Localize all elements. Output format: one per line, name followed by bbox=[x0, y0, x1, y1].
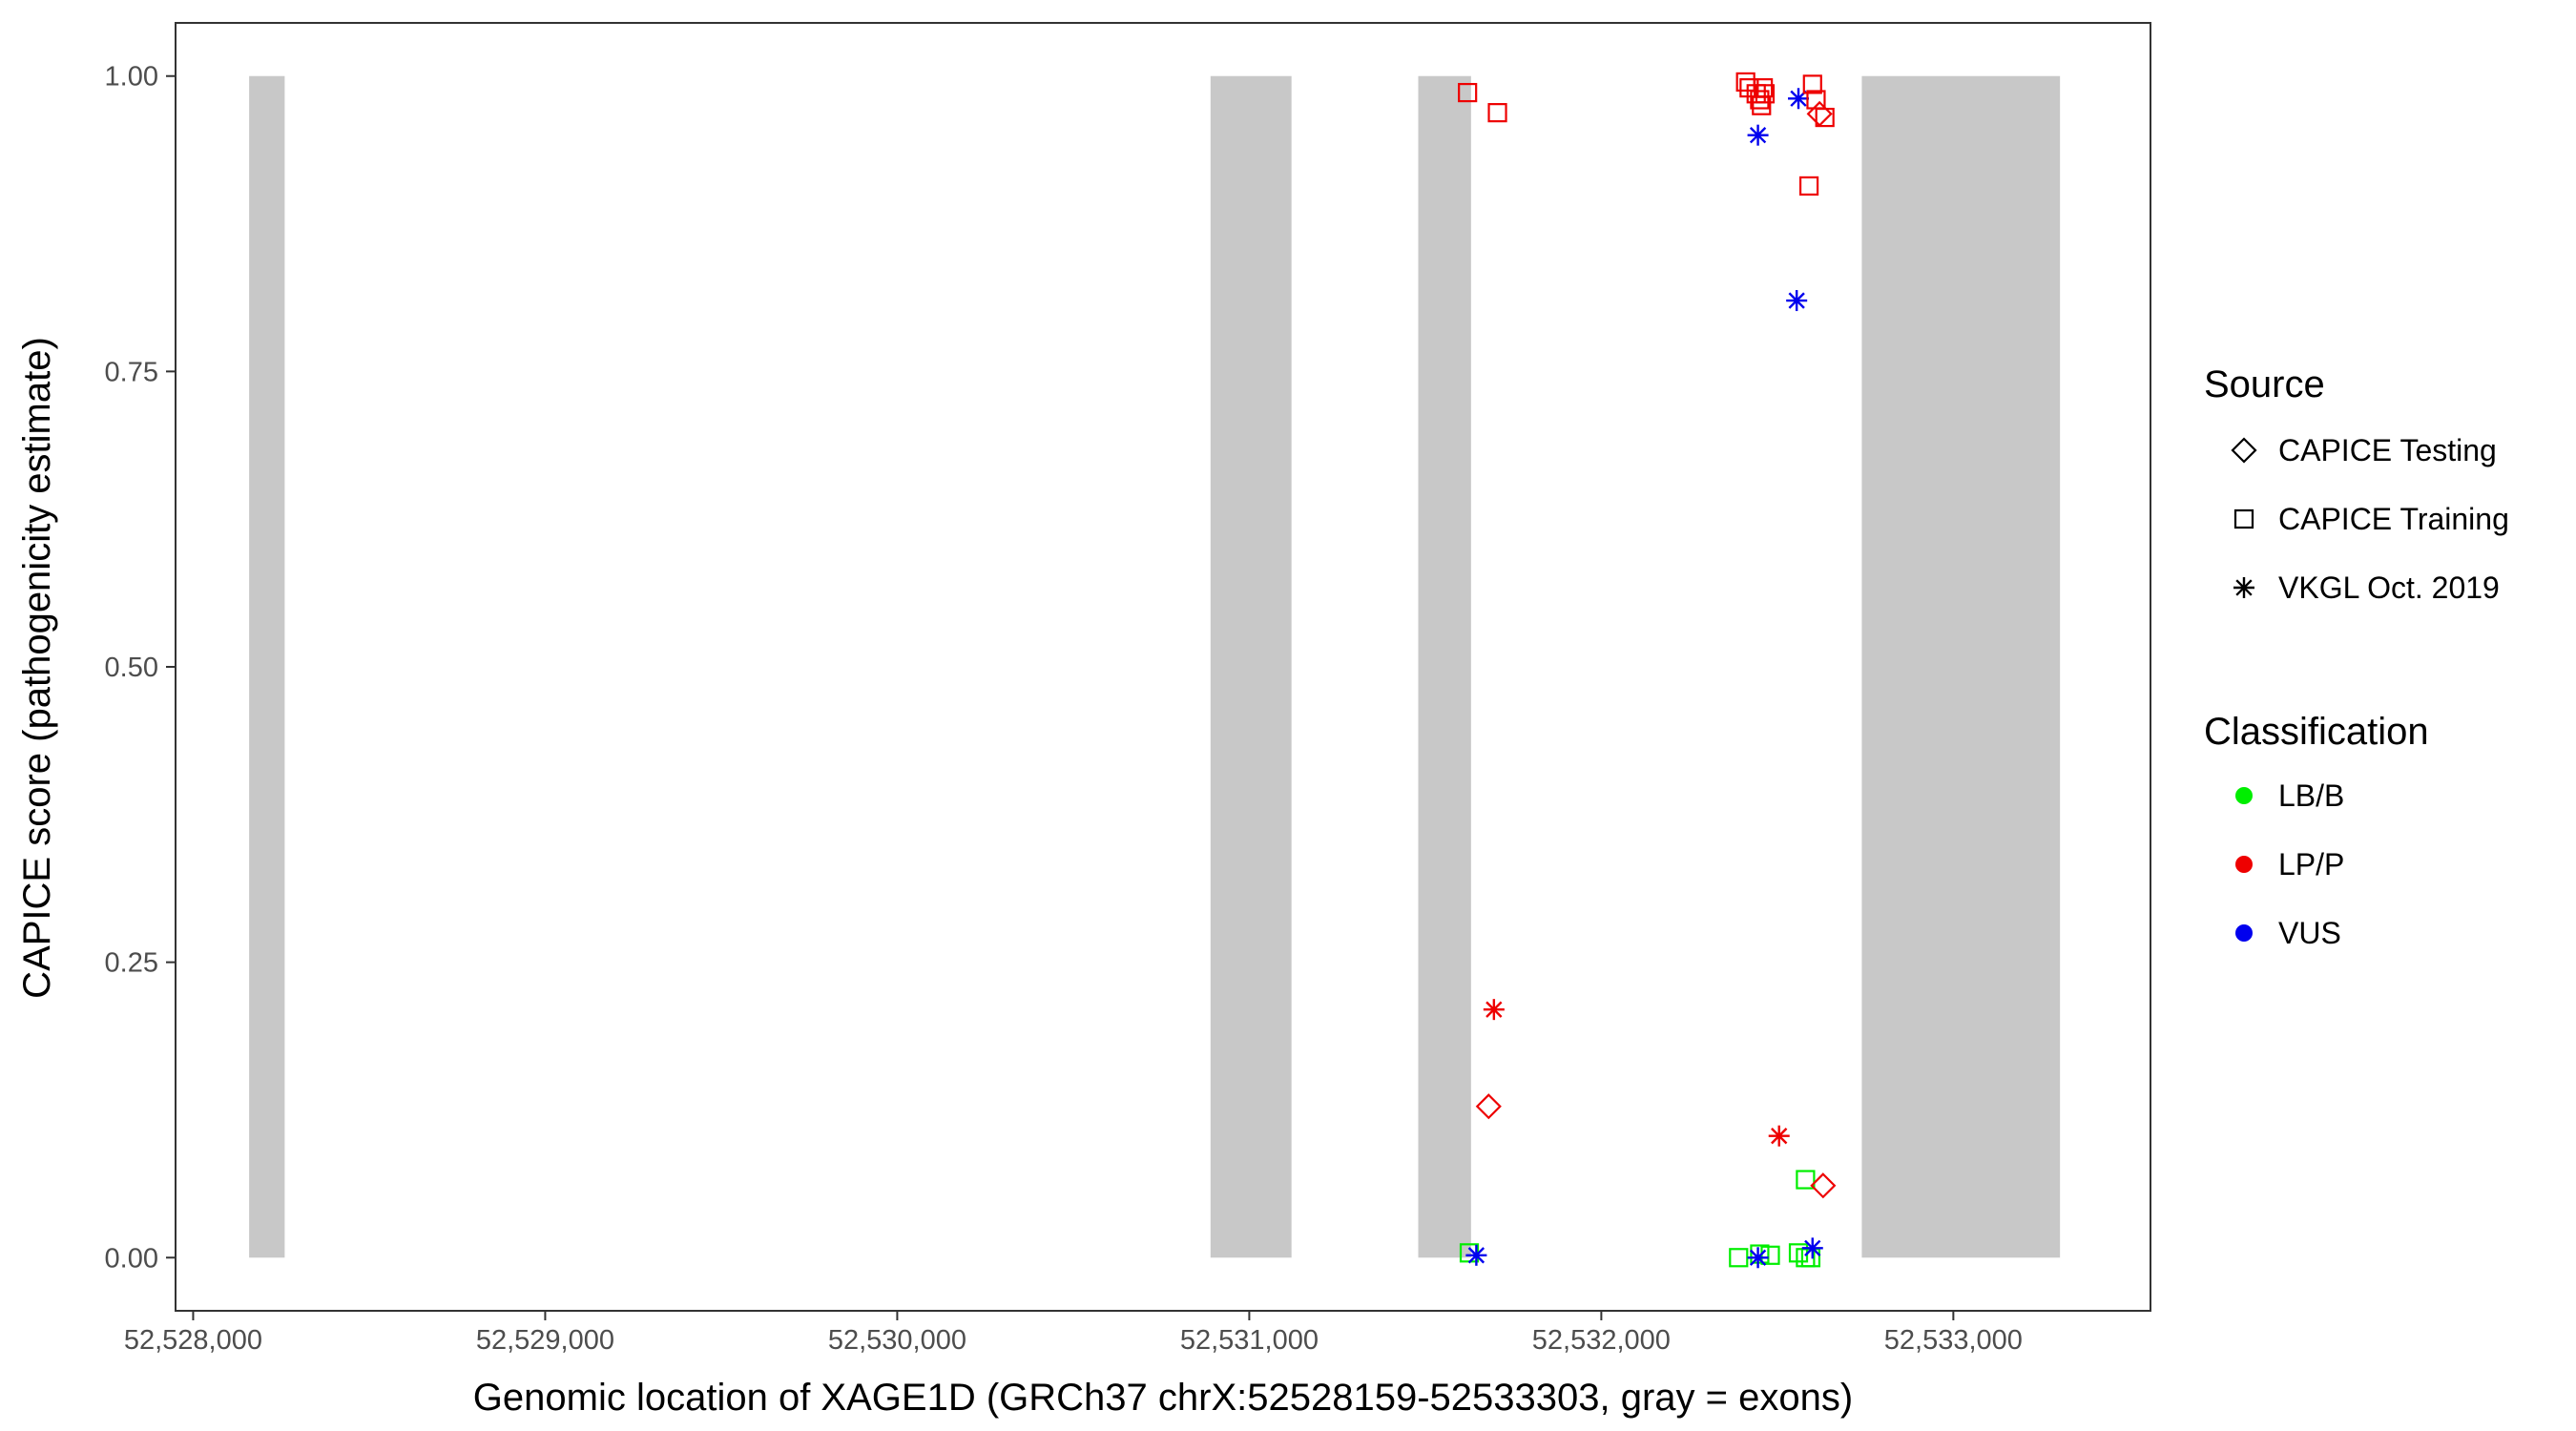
y-tick-label: 1.00 bbox=[105, 62, 158, 93]
legend-title-source: Source bbox=[2204, 363, 2325, 405]
exon-band bbox=[1861, 75, 2061, 1258]
legend-label: VKGL Oct. 2019 bbox=[2278, 570, 2500, 605]
y-tick-label: 0.25 bbox=[105, 948, 158, 979]
legend-key-square bbox=[2233, 508, 2254, 529]
legend-key-diamond bbox=[2231, 437, 2257, 464]
data-point bbox=[1788, 1243, 1809, 1263]
x-tick-label: 52,530,000 bbox=[828, 1325, 966, 1356]
legend: Source CAPICE Testing CAPICE Training VKGL… bbox=[2204, 363, 2509, 950]
data-point-stroke bbox=[1749, 1249, 1767, 1266]
y-tick-label: 0.00 bbox=[105, 1243, 158, 1274]
exon-band bbox=[249, 75, 285, 1258]
data-point bbox=[1810, 1172, 1837, 1199]
data-point-stroke bbox=[1485, 1001, 1503, 1018]
data-point-stroke bbox=[1771, 1128, 1788, 1145]
legend-key-color bbox=[2235, 856, 2253, 873]
data-point bbox=[1768, 1125, 1790, 1147]
x-tick-label: 52,533,000 bbox=[1884, 1325, 2023, 1356]
legend-key-asterisk-stroke bbox=[2235, 579, 2253, 596]
data-point bbox=[1760, 1245, 1780, 1265]
data-point bbox=[1788, 88, 1810, 110]
data-point bbox=[1729, 1248, 1749, 1268]
exon-layer bbox=[249, 75, 2061, 1258]
data-point bbox=[1806, 100, 1833, 127]
y-tick-label: 0.50 bbox=[105, 653, 158, 683]
legend-source-items: CAPICE Testing CAPICE Training VKGL Oct. 2… bbox=[2231, 433, 2509, 605]
data-point bbox=[1755, 84, 1776, 104]
data-point bbox=[1750, 1244, 1770, 1264]
data-point bbox=[1815, 107, 1835, 128]
x-axis: 52,528,000 52,529,000 52,530,000 52,531,000… bbox=[124, 1311, 2023, 1356]
legend-key-asterisk bbox=[2233, 577, 2254, 598]
data-point bbox=[1786, 290, 1808, 312]
legend-title-classification: Classification bbox=[2204, 711, 2429, 753]
data-point-stroke bbox=[1788, 292, 1805, 309]
legend-key-color bbox=[2235, 924, 2253, 942]
data-point bbox=[1798, 176, 1819, 197]
data-point bbox=[1796, 1170, 1816, 1190]
data-point bbox=[1747, 124, 1769, 146]
data-point bbox=[1458, 82, 1478, 103]
data-point bbox=[1801, 1237, 1823, 1259]
data-point bbox=[1802, 74, 1822, 94]
x-tick-label: 52,532,000 bbox=[1532, 1325, 1671, 1356]
legend-label: LP/P bbox=[2278, 847, 2344, 881]
x-axis-title: Genomic location of XAGE1D (GRCh37 chrX:… bbox=[473, 1377, 1853, 1419]
data-point-stroke bbox=[1749, 127, 1767, 144]
y-tick-label: 0.75 bbox=[105, 357, 158, 387]
data-point bbox=[1747, 1247, 1769, 1269]
x-tick-label: 52,529,000 bbox=[476, 1325, 614, 1356]
plot-panel-border bbox=[175, 22, 2151, 1312]
data-point bbox=[1475, 1093, 1502, 1120]
legend-label: LB/B bbox=[2278, 778, 2344, 813]
data-point bbox=[1750, 90, 1770, 110]
legend-label: CAPICE Testing bbox=[2278, 433, 2497, 467]
data-point bbox=[1487, 103, 1507, 123]
data-point-stroke bbox=[1467, 1247, 1485, 1264]
exon-band bbox=[1418, 75, 1471, 1258]
x-tick-label: 52,528,000 bbox=[124, 1325, 262, 1356]
x-tick-label: 52,531,000 bbox=[1180, 1325, 1319, 1356]
legend-label: CAPICE Training bbox=[2278, 502, 2509, 536]
point-layer bbox=[1458, 72, 1837, 1269]
legend-class-items: LB/B LP/P VUS bbox=[2235, 778, 2344, 950]
data-point-stroke bbox=[1804, 1239, 1821, 1257]
data-point bbox=[1739, 78, 1759, 98]
data-point bbox=[1483, 999, 1505, 1021]
data-point bbox=[1754, 78, 1774, 98]
data-point bbox=[1465, 1244, 1487, 1266]
legend-key-color bbox=[2235, 787, 2253, 804]
y-axis-title: CAPICE score (pathogenicity estimate) bbox=[16, 337, 58, 999]
legend-label: VUS bbox=[2278, 916, 2341, 950]
exon-band bbox=[1210, 75, 1292, 1258]
y-axis: 0.00 0.25 0.50 0.75 1.00 bbox=[105, 62, 176, 1274]
